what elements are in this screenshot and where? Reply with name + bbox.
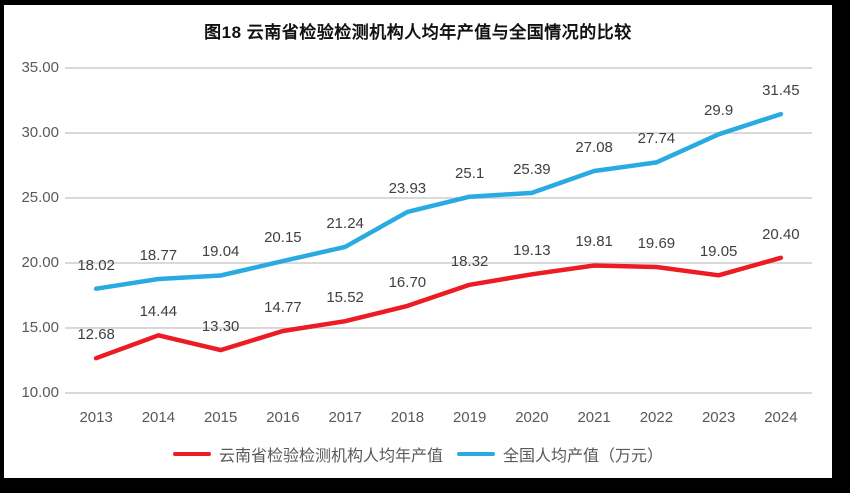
data-label: 19.13 [513, 242, 551, 260]
x-tick-label: 2024 [764, 409, 798, 426]
data-label: 18.77 [139, 246, 178, 264]
legend-item: 云南省检验检测机构人均年产值 [172, 442, 443, 466]
x-tick-label: 2013 [79, 409, 113, 426]
gridlines [65, 67, 812, 394]
x-tick-label: 2017 [328, 409, 362, 426]
x-tick-label: 2019 [452, 409, 487, 426]
x-tick-label: 2020 [515, 409, 549, 426]
y-tick-label: 25.00 [21, 189, 59, 206]
y-tick-label: 15.00 [21, 319, 59, 336]
legend-item: 全国人均产值（万元） [457, 442, 663, 466]
data-label: 25.39 [513, 160, 551, 178]
data-label: 19.81 [575, 233, 613, 251]
data-label: 18.02 [77, 256, 115, 274]
x-tick-label: 2018 [390, 409, 425, 426]
data-label: 16.70 [388, 273, 427, 291]
x-tick-label: 2015 [203, 409, 238, 426]
data-label: 31.45 [762, 82, 800, 100]
series-line [93, 111, 784, 291]
data-label: 19.05 [699, 243, 738, 261]
chart-legend: 云南省检验检测机构人均年产值 全国人均产值（万元） [4, 441, 832, 467]
x-tick-label: 2014 [141, 409, 176, 426]
chart-frame: 图18 云南省检验检测机构人均年产值与全国情况的比较 10.00 15.00 20.… [4, 5, 832, 478]
legend-label: 全国人均产值（万元） [503, 448, 664, 465]
legend-label: 云南省检验检测机构人均年产值 [218, 448, 443, 465]
data-label: 29.9 [704, 102, 734, 120]
x-tick-label: 2016 [266, 409, 300, 426]
x-tick-label: 2023 [701, 409, 736, 426]
series-lines [93, 111, 784, 361]
data-label: 27.74 [637, 130, 676, 148]
data-label: 19.04 [201, 243, 240, 261]
y-tick-label: 35.00 [21, 59, 59, 76]
series-line [93, 255, 784, 361]
data-label: 19.69 [637, 235, 676, 253]
data-label: 13.30 [201, 318, 240, 336]
plot-area [65, 67, 812, 394]
legend-swatch-icon [457, 452, 495, 456]
x-tick-label: 2022 [639, 409, 674, 426]
data-label: 18.32 [450, 252, 489, 270]
data-label: 14.44 [139, 303, 178, 321]
data-label: 20.15 [264, 229, 302, 247]
chart-title: 图18 云南省检验检测机构人均年产值与全国情况的比较 [204, 23, 632, 42]
data-label: 25.1 [455, 164, 485, 182]
x-tick-label: 2021 [577, 409, 611, 426]
data-label: 15.52 [326, 289, 364, 307]
y-tick-label: 10.00 [21, 384, 59, 401]
y-tick-label: 30.00 [21, 124, 59, 141]
data-label: 27.08 [575, 138, 613, 156]
data-label: 14.77 [264, 298, 302, 316]
y-tick-label: 20.00 [21, 254, 59, 271]
data-label: 12.68 [77, 326, 115, 344]
data-label: 23.93 [388, 179, 427, 197]
data-label: 21.24 [326, 214, 364, 232]
data-label: 20.40 [762, 225, 800, 243]
legend-swatch-icon [172, 452, 211, 456]
